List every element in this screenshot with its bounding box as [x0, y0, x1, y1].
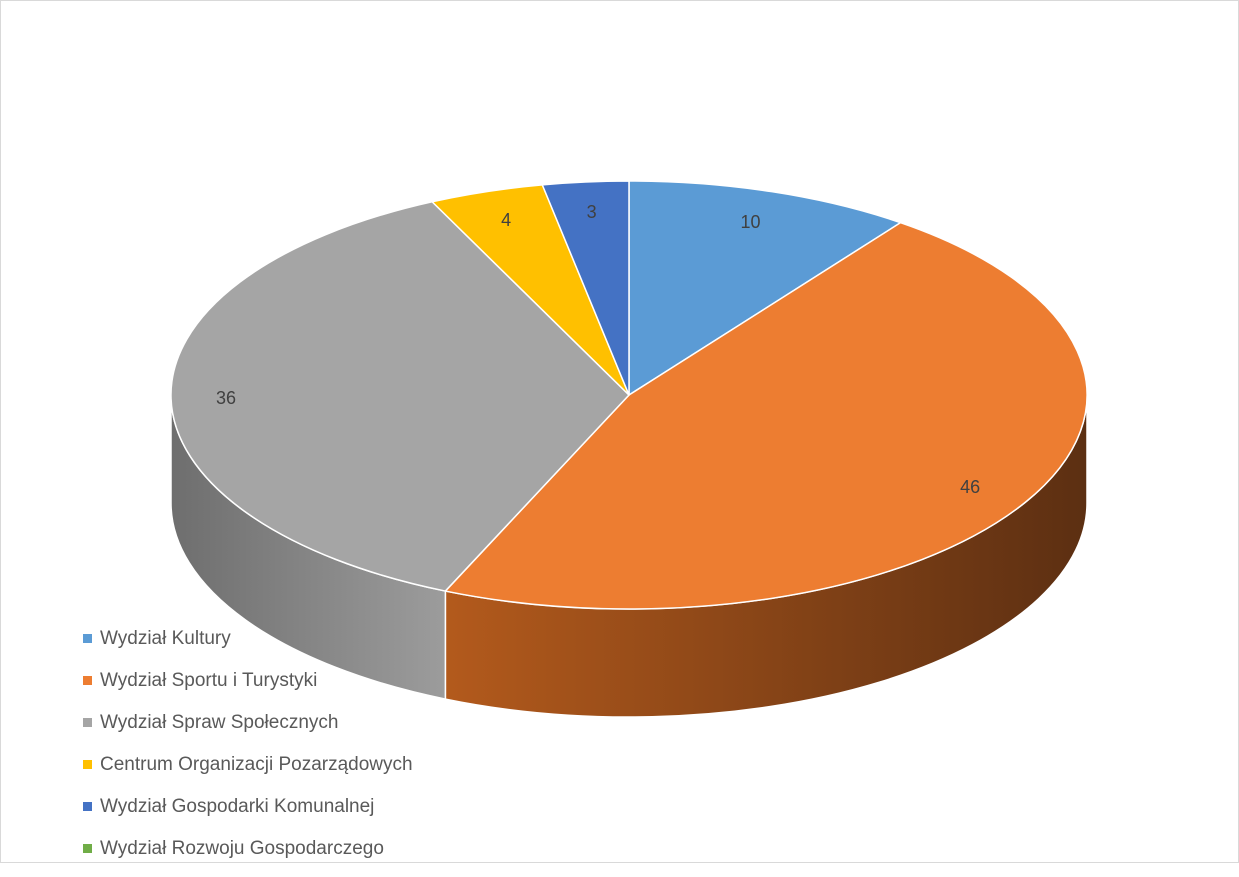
legend-item[interactable]: Wydział Rozwoju Gospodarczego	[83, 835, 413, 862]
pie-slice-2[interactable]	[444, 221, 1088, 610]
legend-item[interactable]: Wydział Sportu i Turystyki	[83, 667, 413, 694]
data-label-3: 36	[216, 388, 236, 408]
legend-item[interactable]: Wydział Kultury	[83, 625, 413, 652]
data-label-2: 46	[960, 477, 980, 497]
data-label-5: 3	[587, 202, 597, 222]
data-label-4: 4	[501, 210, 511, 230]
pie-slices	[170, 180, 1088, 610]
legend-label: Wydział Kultury	[100, 627, 231, 649]
legend-swatch	[83, 760, 92, 769]
legend-swatch	[83, 718, 92, 727]
data-label-1: 10	[740, 212, 760, 232]
legend-swatch	[83, 802, 92, 811]
legend-swatch	[83, 676, 92, 685]
legend-item[interactable]: Centrum Organizacji Pozarządowych	[83, 751, 413, 778]
legend-label: Centrum Organizacji Pozarządowych	[100, 753, 413, 775]
legend-label: Wydział Gospodarki Komunalnej	[100, 795, 375, 817]
legend-swatch	[83, 844, 92, 853]
pie-slice-5[interactable]	[541, 180, 630, 396]
pie-data-labels: 10 46 36 4 3	[216, 202, 980, 497]
legend-swatch	[83, 634, 92, 643]
legend-item[interactable]: Wydział Spraw Społecznych	[83, 709, 413, 736]
chart-legend: Wydział Kultury Wydział Sportu i Turystyk…	[83, 625, 413, 877]
pie-slice-3[interactable]	[170, 201, 630, 592]
legend-label: Wydział Spraw Społecznych	[100, 711, 339, 733]
pie-slice-1[interactable]	[628, 180, 902, 396]
legend-label: Wydział Sportu i Turystyki	[100, 669, 318, 691]
legend-label: Wydział Rozwoju Gospodarczego	[100, 837, 384, 859]
legend-item[interactable]: Wydział Gospodarki Komunalnej	[83, 793, 413, 820]
